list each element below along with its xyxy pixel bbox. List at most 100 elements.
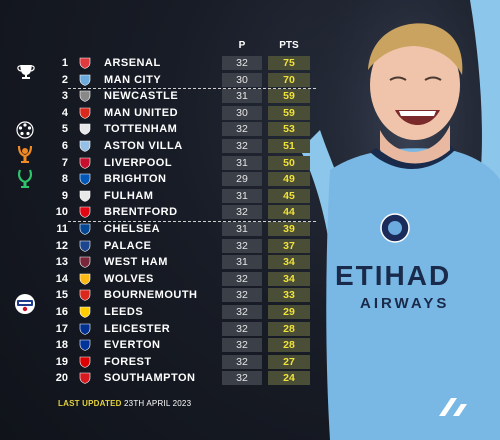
played-cell: 32 [222,271,262,286]
points-cell: 70 [268,72,310,87]
svg-text:ETIHAD: ETIHAD [335,260,451,291]
club-crest-icon [79,207,91,219]
table-row: 2 MAN CITY 30 70 [0,72,330,89]
points-cell: 28 [268,338,310,353]
rank: 5 [61,123,68,136]
club-crest-icon [79,273,91,285]
rank: 12 [55,239,68,252]
rank: 15 [55,289,68,302]
rank: 1 [61,57,68,69]
club-crest-icon [79,356,91,368]
points-cell: 34 [268,271,310,286]
club-crest-icon [79,107,91,119]
team-name: CHELSEA [104,222,161,235]
played-cell: 32 [222,354,262,369]
points-cell: 75 [268,56,310,70]
team-name: NEWCASTLE [104,90,179,103]
europe-divider [68,221,316,222]
rank: 19 [55,355,68,368]
points-cell: 45 [268,188,310,203]
rank: 8 [61,173,68,186]
trophy-icon [17,65,35,79]
rank: 14 [55,272,68,285]
team-name: FULHAM [104,189,154,202]
table-row: 12 PALACE 32 37 [0,238,330,255]
last-updated-date: 23TH APRIL 2023 [124,399,192,408]
club-crest-icon [79,190,91,202]
points-cell: 34 [268,255,310,270]
points-header: PTS [279,40,299,51]
played-cell: 31 [222,188,262,203]
points-cell: 59 [268,105,310,120]
team-name: LIVERPOOL [104,156,173,169]
team-name: FOREST [104,355,152,368]
table-row: 13 WEST HAM 31 34 [0,254,330,271]
club-crest-icon [79,140,91,152]
club-crest-icon [79,256,91,268]
brand-logo [439,398,467,416]
table-row: 20 SOUTHAMPTON 32 24 [0,370,330,387]
team-name: MAN CITY [104,73,162,86]
club-crest-icon [79,90,91,102]
points-cell: 49 [268,172,310,187]
team-name: LEEDS [104,305,144,318]
table-row: 17 LEICESTER 32 28 [0,321,330,338]
team-name: LEICESTER [104,322,171,335]
played-cell: 32 [222,321,262,336]
team-name: ARSENAL [104,57,161,69]
rank: 18 [55,339,68,352]
played-cell: 32 [222,371,262,386]
club-crest-icon [79,173,91,185]
played-cell: 32 [222,205,262,220]
points-cell: 59 [268,89,310,104]
rank: 9 [61,189,68,202]
championship-relegation-icon [15,294,35,314]
club-crest-icon [79,124,91,136]
team-name: BRIGHTON [104,173,167,186]
played-header: P [238,40,246,51]
table-row: 9 FULHAM 31 45 [0,188,330,205]
ucl-divider [68,88,316,89]
points-cell: 33 [268,288,310,303]
played-cell: 32 [222,56,262,70]
conference-league-icon [17,169,33,188]
points-cell: 27 [268,354,310,369]
points-cell: 51 [268,138,310,153]
club-crest-icon [79,372,91,385]
table-row: 3 NEWCASTLE 31 59 [0,88,330,105]
played-cell: 31 [222,155,262,170]
club-crest-icon [79,74,91,86]
table-row: 6 ASTON VILLA 32 51 [0,138,330,155]
points-cell: 53 [268,122,310,137]
rank: 7 [61,156,68,169]
played-cell: 31 [222,255,262,270]
rank: 13 [55,256,68,269]
club-crest-icon [79,339,91,351]
table-row: 7 LIVERPOOL 31 50 [0,155,330,172]
played-cell: 32 [222,238,262,253]
club-crest-icon [79,290,91,302]
team-name: PALACE [104,239,152,252]
table-row: 14 WOLVES 32 34 [0,271,330,288]
played-cell: 30 [222,72,262,87]
rank: 2 [61,73,68,86]
played-cell: 32 [222,138,262,153]
last-updated: LAST UPDATED 23TH APRIL 2023 [58,399,191,408]
played-cell: 31 [222,221,262,236]
rank: 3 [61,90,68,103]
club-crest-icon [79,57,91,69]
team-name: BRENTFORD [104,206,178,219]
table-row: 5 TOTTENHAM 32 53 [0,121,330,138]
table-row: 16 LEEDS 32 29 [0,304,330,321]
table-row: 1 ARSENAL 32 75 [0,55,330,72]
club-crest-icon [79,323,91,335]
club-crest-icon [79,157,91,169]
played-cell: 29 [222,172,262,187]
last-updated-label: LAST UPDATED [58,399,122,408]
points-cell: 37 [268,238,310,253]
played-cell: 31 [222,89,262,104]
team-name: ASTON VILLA [104,139,183,152]
team-name: MAN UNITED [104,106,179,119]
table-row: 8 BRIGHTON 29 49 [0,171,330,188]
